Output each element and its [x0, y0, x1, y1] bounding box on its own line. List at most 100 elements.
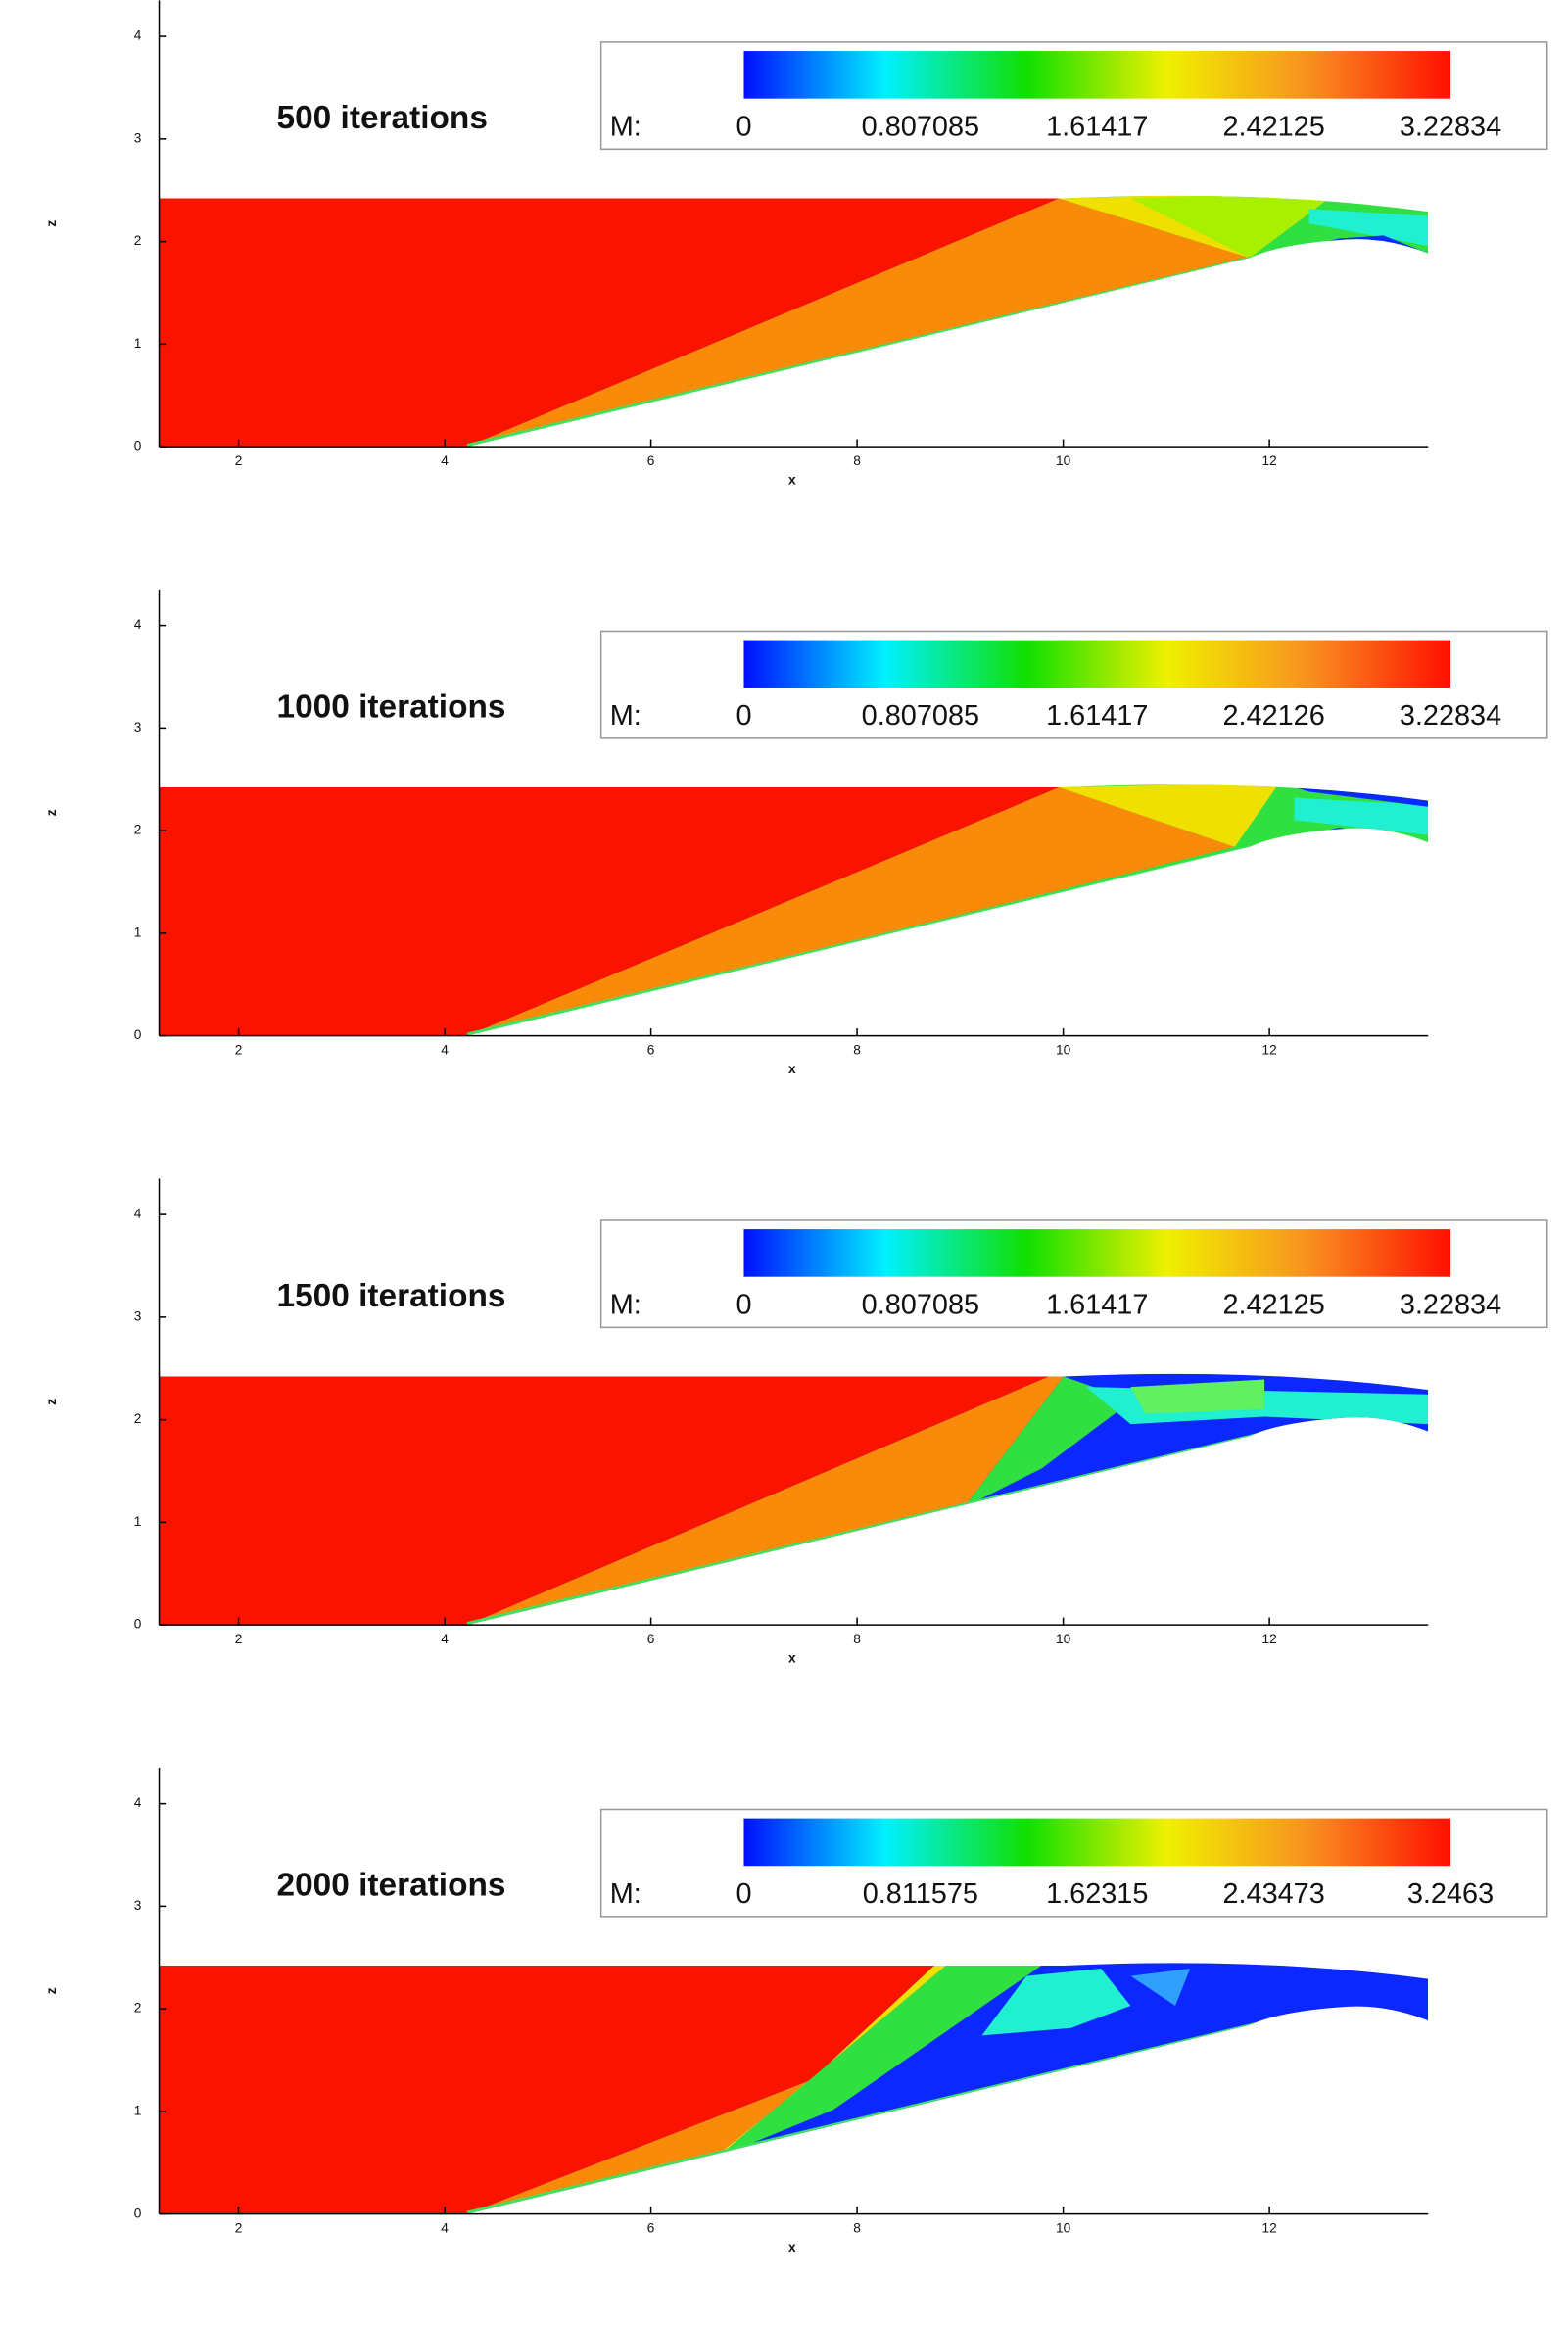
y-tick-label: 1	[134, 925, 142, 939]
x-tick-label: 2	[235, 1042, 243, 1057]
x-tick-label: 10	[1056, 1042, 1071, 1057]
y-tick-label: 0	[134, 2206, 142, 2220]
x-tick-label: 6	[647, 2220, 655, 2235]
panel-title: 2000 iterations	[277, 1867, 506, 1903]
x-axis-label: x	[788, 2240, 796, 2255]
x-tick-label: 4	[441, 2220, 449, 2235]
field-region	[964, 1376, 1131, 1508]
y-axis-label: z	[44, 1987, 59, 1994]
x-axis-label: x	[788, 1062, 796, 1076]
y-tick-label: 3	[134, 130, 142, 145]
field-region	[717, 1965, 1042, 2158]
colorbar-tick-label: 0	[736, 1878, 751, 1910]
x-axis-label: x	[788, 473, 796, 488]
field-region	[1130, 195, 1340, 259]
x-tick-label: 12	[1262, 1042, 1277, 1057]
colorbar	[743, 51, 1451, 99]
y-tick-label: 3	[134, 720, 142, 735]
y-tick-label: 4	[134, 1795, 142, 1810]
contour-field	[159, 1373, 1429, 1626]
colorbar-tick-label: 2.42125	[1222, 112, 1324, 143]
field-region	[159, 198, 1060, 448]
y-tick-label: 2	[134, 823, 142, 837]
y-axis-label: z	[44, 220, 59, 227]
field-region	[466, 198, 1250, 448]
field-region	[981, 1969, 1131, 2036]
x-tick-label: 4	[441, 453, 449, 468]
y-tick-label: 2	[134, 2001, 142, 2016]
y-tick-label: 1	[134, 1514, 142, 1529]
field-region	[466, 786, 1235, 1036]
field-region	[1294, 797, 1429, 835]
colorbar-tick-label: 3.22834	[1400, 700, 1501, 732]
colorbar-tick-label: 1.61417	[1046, 1290, 1148, 1321]
y-tick-label: 4	[134, 28, 142, 43]
colorbar-label: M:	[610, 112, 641, 143]
y-tick-label: 4	[134, 1207, 142, 1221]
colorbar-tick-label: 0.807085	[862, 112, 979, 143]
y-tick-label: 4	[134, 617, 142, 632]
y-tick-label: 2	[134, 233, 142, 248]
colorbar-label: M:	[610, 1290, 641, 1321]
x-tick-label: 4	[441, 1632, 449, 1646]
colorbar-tick-label: 0	[736, 700, 751, 732]
colorbar-tick-label: 2.42126	[1222, 700, 1324, 732]
x-tick-label: 8	[853, 1042, 861, 1057]
colorbar-tick-label: 2.43473	[1222, 1878, 1324, 1910]
colorbar-tick-label: 0	[736, 1290, 751, 1321]
field-region	[1308, 209, 1429, 247]
field-region	[159, 786, 1060, 1036]
y-tick-label: 1	[134, 2104, 142, 2118]
colorbar-tick-label: 0.811575	[863, 1878, 978, 1910]
colorbar-tick-label: 0.807085	[862, 1290, 979, 1321]
panel-title: 1500 iterations	[277, 1278, 506, 1314]
y-tick-label: 1	[134, 336, 142, 351]
x-tick-label: 8	[853, 1632, 861, 1646]
x-tick-label: 8	[853, 2220, 861, 2235]
x-tick-label: 12	[1262, 453, 1277, 468]
contour-field	[159, 195, 1429, 448]
y-tick-label: 0	[134, 1617, 142, 1632]
y-tick-label: 0	[134, 439, 142, 453]
colorbar	[743, 1818, 1451, 1867]
field-region	[159, 1965, 934, 2214]
x-tick-label: 2	[235, 2220, 243, 2235]
field-region	[714, 1965, 947, 2158]
x-tick-label: 6	[647, 453, 655, 468]
colorbar-tick-label: 1.61417	[1046, 112, 1148, 143]
field-region	[1059, 784, 1280, 847]
x-axis-label: x	[788, 1651, 796, 1666]
y-axis-label: z	[44, 809, 59, 816]
x-tick-label: 12	[1262, 2220, 1277, 2235]
colorbar-label: M:	[610, 700, 641, 732]
x-tick-label: 10	[1056, 2220, 1071, 2235]
y-tick-label: 3	[134, 1898, 142, 1913]
field-region	[466, 1376, 1065, 1626]
field-region	[159, 1376, 1049, 1626]
field-region	[1130, 1969, 1191, 2006]
contour-field	[159, 1963, 1429, 2214]
colorbar	[743, 640, 1451, 688]
x-tick-label: 2	[235, 1632, 243, 1646]
colorbar-tick-label: 3.22834	[1400, 1290, 1501, 1321]
y-axis-label: z	[44, 1399, 59, 1405]
colorbar-tick-label: 2.42125	[1222, 1290, 1324, 1321]
colorbar-tick-label: 1.61417	[1046, 700, 1148, 732]
colorbar-label: M:	[610, 1878, 641, 1910]
x-tick-label: 2	[235, 453, 243, 468]
y-tick-label: 3	[134, 1308, 142, 1323]
field-region	[1130, 1379, 1265, 1414]
panel-title: 500 iterations	[277, 100, 488, 136]
colorbar-tick-label: 3.2463	[1407, 1878, 1494, 1910]
x-tick-label: 4	[441, 1042, 449, 1057]
y-tick-label: 0	[134, 1027, 142, 1042]
contour-field	[159, 784, 1429, 1036]
colorbar-tick-label: 1.62315	[1046, 1878, 1148, 1910]
x-tick-label: 10	[1056, 1632, 1071, 1646]
x-tick-label: 8	[853, 453, 861, 468]
